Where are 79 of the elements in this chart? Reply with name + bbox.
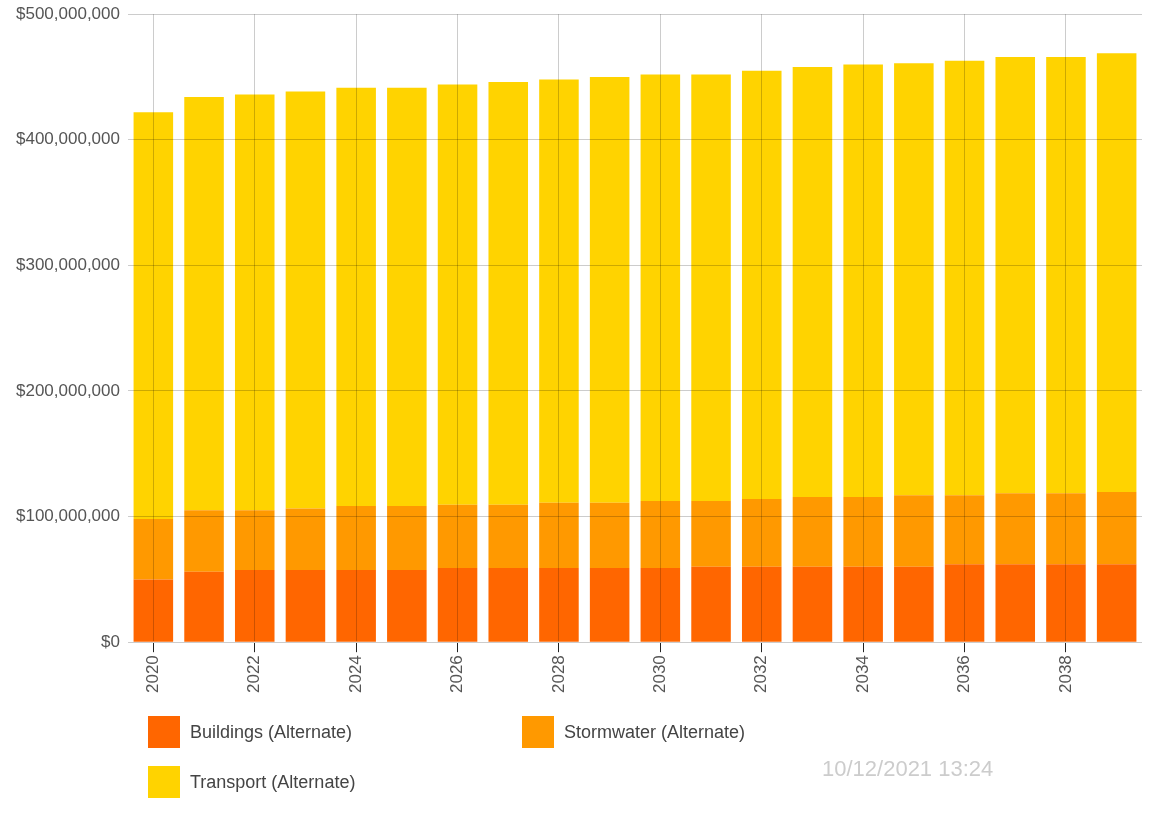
- bar: [691, 566, 731, 642]
- bar: [843, 64, 883, 498]
- bar: [995, 56, 1036, 494]
- y-tick-label: $400,000,000: [15, 129, 120, 149]
- legend-label: Stormwater (Alternate): [564, 721, 746, 743]
- bar: [539, 568, 579, 642]
- bar: [894, 63, 934, 496]
- bar: [234, 94, 275, 511]
- bar: [336, 505, 376, 570]
- bar: [437, 568, 478, 642]
- bar: [1046, 564, 1086, 642]
- bar: [792, 497, 833, 567]
- x-tick-label: 2024: [345, 655, 365, 694]
- x-tick-label: 2034: [852, 655, 872, 694]
- x-tick-label: 2028: [548, 655, 568, 694]
- legend-label: Buildings (Alternate): [190, 721, 353, 743]
- x-tick-label: 2038: [1055, 655, 1075, 694]
- bar: [894, 495, 934, 567]
- bar: [894, 566, 934, 642]
- bar: [336, 87, 376, 506]
- bar: [437, 504, 478, 569]
- bar: [589, 502, 630, 569]
- bar: [843, 497, 883, 567]
- bar: [1046, 56, 1086, 494]
- y-tick-label: $200,000,000: [15, 380, 120, 400]
- bar: [488, 82, 529, 505]
- bar: [944, 60, 985, 496]
- y-tick-label: $100,000,000: [15, 506, 120, 526]
- bar: [640, 500, 681, 569]
- bar: [336, 569, 376, 642]
- bar: [843, 566, 883, 642]
- bar: [995, 564, 1036, 642]
- bar: [234, 510, 275, 570]
- x-tick-label: 2030: [650, 655, 670, 694]
- bar: [387, 87, 427, 506]
- bar: [792, 566, 833, 642]
- bar: [387, 505, 427, 570]
- bar: [285, 91, 326, 509]
- bar: [741, 70, 782, 499]
- bar: [234, 569, 275, 642]
- bar: [1096, 564, 1137, 642]
- bar: [184, 97, 224, 511]
- y-tick-label: $300,000,000: [15, 255, 120, 275]
- x-tick-label: 2026: [447, 655, 467, 694]
- bar: [539, 502, 579, 569]
- bar: [640, 568, 681, 642]
- bar: [184, 571, 224, 642]
- bar: [285, 508, 326, 570]
- bar: [741, 499, 782, 567]
- bar: [437, 84, 478, 505]
- bar: [691, 74, 731, 501]
- bar: [1046, 493, 1086, 565]
- bar: [285, 569, 326, 642]
- x-tick-label: 2032: [751, 655, 771, 694]
- bar: [640, 74, 681, 501]
- bar: [539, 79, 579, 503]
- bar: [1096, 492, 1137, 565]
- bar: [792, 66, 833, 498]
- legend-label: Transport (Alternate): [190, 771, 356, 793]
- x-tick-label: 2022: [244, 655, 264, 694]
- bar: [488, 504, 529, 569]
- bar: [488, 568, 529, 642]
- bar: [691, 500, 731, 567]
- bar: [741, 566, 782, 642]
- bar: [995, 493, 1036, 565]
- x-tick-label: 2020: [143, 655, 163, 694]
- bar: [184, 510, 224, 572]
- bar: [944, 495, 985, 565]
- bar: [133, 112, 174, 520]
- bar: [133, 519, 174, 580]
- bar: [133, 579, 174, 642]
- bar: [387, 569, 427, 642]
- x-tick-label: 2036: [954, 655, 974, 694]
- bar: [589, 568, 630, 642]
- bar: [589, 77, 630, 503]
- y-tick-label: $0: [101, 631, 120, 651]
- y-tick-label: $500,000,000: [15, 3, 120, 23]
- bar: [944, 564, 985, 642]
- bar: [1096, 53, 1137, 493]
